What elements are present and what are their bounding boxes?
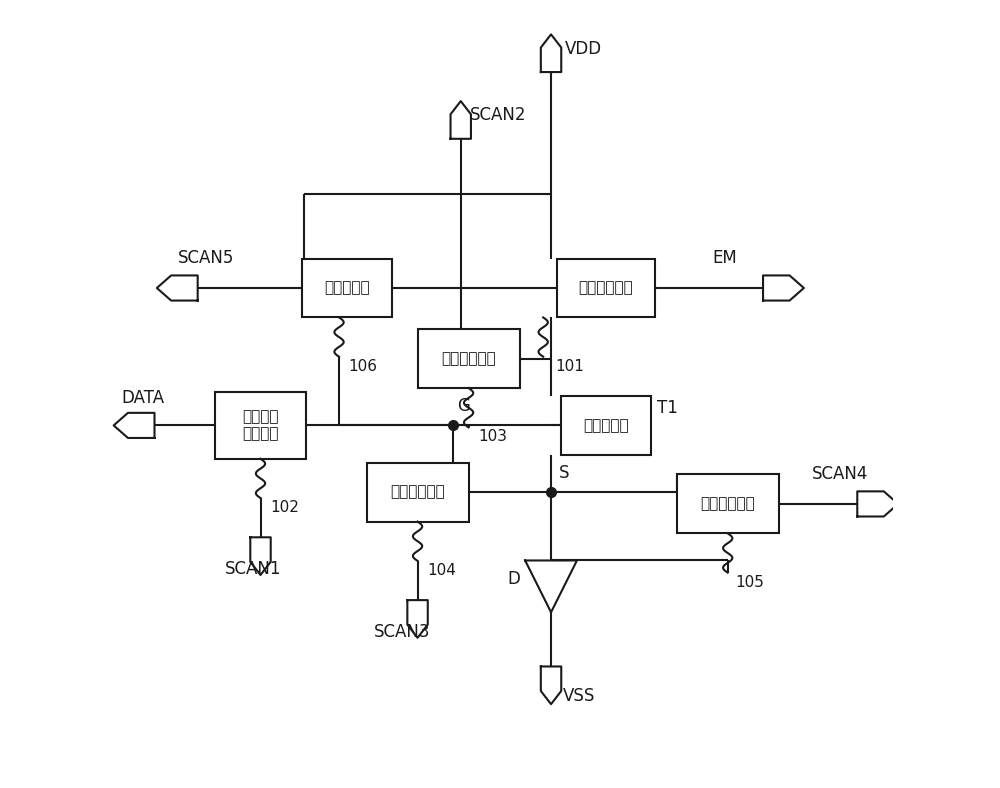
FancyBboxPatch shape xyxy=(367,463,469,522)
Text: VDD: VDD xyxy=(565,39,602,58)
Text: 第二补偿模块: 第二补偿模块 xyxy=(390,485,445,500)
Text: SCAN1: SCAN1 xyxy=(225,559,282,578)
FancyBboxPatch shape xyxy=(215,392,306,459)
Text: G: G xyxy=(457,397,470,414)
Text: DATA: DATA xyxy=(122,389,165,407)
Polygon shape xyxy=(763,276,804,300)
Polygon shape xyxy=(541,35,561,72)
FancyBboxPatch shape xyxy=(561,396,651,455)
Text: 驱动晶体管: 驱动晶体管 xyxy=(583,418,629,433)
Polygon shape xyxy=(114,413,155,438)
Text: 104: 104 xyxy=(427,563,456,578)
Text: 102: 102 xyxy=(270,500,299,515)
Text: 106: 106 xyxy=(348,359,377,374)
Text: SCAN3: SCAN3 xyxy=(374,623,431,641)
Text: SCAN2: SCAN2 xyxy=(470,106,527,125)
Text: 105: 105 xyxy=(736,574,764,589)
Text: 第一补偿模块: 第一补偿模块 xyxy=(441,351,496,366)
FancyBboxPatch shape xyxy=(677,474,779,533)
Polygon shape xyxy=(451,101,471,139)
Text: 初始化模块: 初始化模块 xyxy=(324,281,370,296)
Text: T1: T1 xyxy=(657,400,678,417)
Text: S: S xyxy=(559,463,569,481)
FancyBboxPatch shape xyxy=(418,329,520,388)
Polygon shape xyxy=(541,667,561,704)
Text: SCAN5: SCAN5 xyxy=(178,249,234,267)
FancyBboxPatch shape xyxy=(302,258,392,318)
Text: SCAN4: SCAN4 xyxy=(812,465,868,483)
Text: VSS: VSS xyxy=(563,687,595,705)
Text: 发光控制模块: 发光控制模块 xyxy=(579,281,633,296)
Text: EM: EM xyxy=(712,249,737,267)
Polygon shape xyxy=(157,276,198,300)
Text: 103: 103 xyxy=(478,429,507,444)
Polygon shape xyxy=(250,537,271,575)
Polygon shape xyxy=(407,600,428,637)
Text: 101: 101 xyxy=(555,359,584,374)
Polygon shape xyxy=(857,492,898,516)
Text: 第三补偿模块: 第三补偿模块 xyxy=(700,496,755,511)
FancyBboxPatch shape xyxy=(557,258,655,318)
Text: D: D xyxy=(508,570,521,588)
Text: 数据信号
写入模块: 数据信号 写入模块 xyxy=(242,409,279,441)
